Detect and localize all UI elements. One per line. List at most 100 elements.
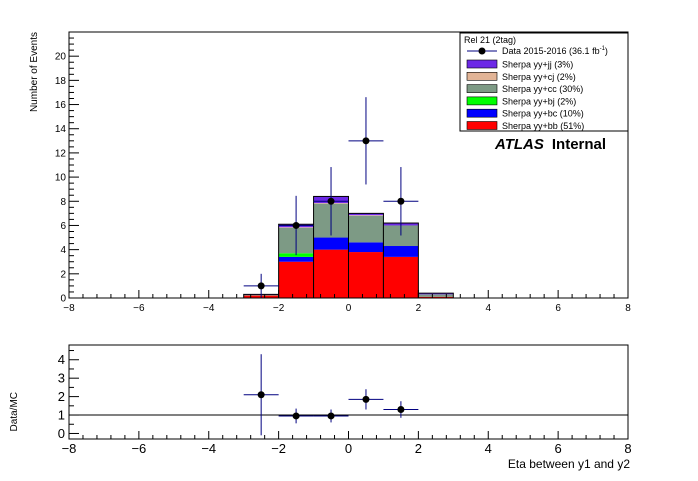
ratio-x-tick-label: 6 <box>555 441 562 456</box>
x-tick-label: 0 <box>346 303 352 314</box>
legend-label: Sherpa yy+jj (3%) <box>502 60 573 70</box>
x-tick-label: −8 <box>63 303 75 314</box>
legend-swatch <box>466 121 498 130</box>
y-tick-label: 14 <box>55 124 67 135</box>
legend-entry-data: Data 2015-2016 (36.1 fb-1) <box>467 46 608 56</box>
legend-swatch <box>466 72 498 81</box>
ratio-point <box>362 395 370 403</box>
bar-segment <box>313 249 349 298</box>
bar-segment <box>383 256 419 298</box>
legend: Rel 21 (2tag) Data 2015-2016 (36.1 fb-1)… <box>459 32 629 132</box>
data-point <box>397 197 405 205</box>
bar-segment <box>313 237 349 250</box>
bar-segment <box>278 256 314 262</box>
ratio-x-ticks: −8 −6 −4 −2 0 2 4 6 8 <box>62 431 632 456</box>
y-tick-label: 18 <box>55 76 67 87</box>
bar-segment <box>383 225 419 247</box>
legend-entry: Sherpa yy+jj (3%) <box>466 59 573 70</box>
bar-segment <box>383 246 419 257</box>
legend-swatch <box>466 108 498 118</box>
ratio-y-tick-label: 0 <box>58 426 65 441</box>
main-x-ticks: −8 −6 −4 −2 0 2 4 6 8 <box>63 290 631 314</box>
y-tick-label: 8 <box>60 197 66 208</box>
legend-data-label: Data 2015-2016 (36.1 fb-1) <box>502 46 608 56</box>
y-tick-label: 2 <box>60 269 66 280</box>
legend-label: Sherpa yy+cc (30%) <box>502 84 583 94</box>
x-tick-label: −6 <box>133 303 145 314</box>
bar-segment <box>348 213 384 216</box>
legend-data-marker <box>478 47 486 55</box>
legend-data-label-text: Data 2015-2016 (36.1 fb <box>502 46 600 56</box>
atlas-label-word: ATLAS <box>494 136 544 153</box>
main-y-ticks: 0 2 4 6 8 10 12 14 16 18 20 <box>55 31 79 305</box>
ratio-x-tick-label: −6 <box>131 441 146 456</box>
ratio-x-tick-label: −4 <box>201 441 216 456</box>
legend-swatch <box>466 59 498 69</box>
bar-segment <box>348 215 384 243</box>
ratio-point <box>397 406 405 414</box>
legend-label: Sherpa yy+bb (51%) <box>502 121 584 131</box>
ratio-x-tick-label: 8 <box>624 441 631 456</box>
y-tick-label: 20 <box>55 52 67 63</box>
legend-entry: Sherpa yy+bb (51%) <box>466 121 584 131</box>
stacked-bars <box>243 195 454 299</box>
ratio-x-tick-label: 4 <box>485 441 492 456</box>
ratio-panel: −8 −6 −4 −2 0 2 4 6 8 0 1 2 3 4 Data/MC Eta between … <box>9 344 632 471</box>
legend-entry: Sherpa yy+bc (10%) <box>466 108 584 119</box>
data-point <box>362 137 370 145</box>
main-y-axis-label: Number of Events <box>29 32 40 112</box>
atlas-label: ATLAS Internal <box>494 136 606 153</box>
ratio-point <box>257 391 265 399</box>
data-point <box>327 197 335 205</box>
bar-segment <box>418 296 454 298</box>
ratio-y-tick-label: 4 <box>58 352 65 367</box>
ratio-point <box>292 412 300 420</box>
bar-segment <box>278 261 314 298</box>
x-tick-label: 2 <box>416 303 422 314</box>
legend-entry: Sherpa yy+bj (2%) <box>466 96 576 106</box>
bar-segment <box>348 242 384 253</box>
data-point <box>257 282 265 290</box>
x-tick-label: −4 <box>203 303 215 314</box>
legend-data-label-superscript: -1 <box>600 46 606 52</box>
legend-swatch <box>466 84 498 93</box>
bar-segment <box>418 293 454 295</box>
ratio-y-tick-label: 2 <box>58 389 65 404</box>
legend-entry: Sherpa yy+cj (2%) <box>466 72 576 82</box>
y-tick-label: 4 <box>60 245 66 256</box>
ratio-y-axis-label: Data/MC <box>9 392 20 431</box>
legend-series-entries: Sherpa yy+jj (3%) Sherpa yy+cj (2%) Sherpa… <box>466 59 584 131</box>
y-tick-label: 12 <box>55 148 67 159</box>
data-point <box>292 221 300 229</box>
ratio-y-tick-label: 3 <box>58 371 65 386</box>
legend-label: Sherpa yy+bj (2%) <box>502 96 576 106</box>
ratio-x-tick-label: −8 <box>62 441 77 456</box>
x-tick-label: −2 <box>273 303 285 314</box>
y-tick-label: 16 <box>55 100 67 111</box>
x-axis-label: Eta between y1 and y2 <box>508 457 630 471</box>
legend-label: Sherpa yy+cj (2%) <box>502 72 576 82</box>
y-tick-label: 10 <box>55 173 67 184</box>
bar-segment <box>418 294 454 297</box>
legend-entry: Sherpa yy+cc (30%) <box>466 84 583 94</box>
data-points <box>243 97 419 298</box>
legend-swatch <box>466 96 498 106</box>
ratio-y-tick-label: 1 <box>58 408 65 423</box>
ratio-x-tick-label: 0 <box>345 441 352 456</box>
atlas-status-word: Internal <box>552 136 606 153</box>
legend-data-label-suffix: ) <box>605 46 608 56</box>
bar-segment <box>348 215 384 216</box>
ratio-point <box>327 412 335 420</box>
legend-header: Rel 21 (2tag) <box>464 35 516 45</box>
y-tick-label: 0 <box>60 294 66 305</box>
ratio-plot-frame <box>68 344 629 440</box>
y-tick-label: 6 <box>60 221 66 232</box>
x-tick-label: 6 <box>555 303 561 314</box>
ratio-points <box>243 354 419 436</box>
main-histogram-panel: −8 −6 −4 −2 0 2 4 6 8 0 2 4 6 8 10 12 14 16 18 20 Number o… <box>29 31 631 314</box>
bar-segment <box>348 252 384 298</box>
x-tick-label: 8 <box>625 303 631 314</box>
legend-label: Sherpa yy+bc (10%) <box>502 109 584 119</box>
